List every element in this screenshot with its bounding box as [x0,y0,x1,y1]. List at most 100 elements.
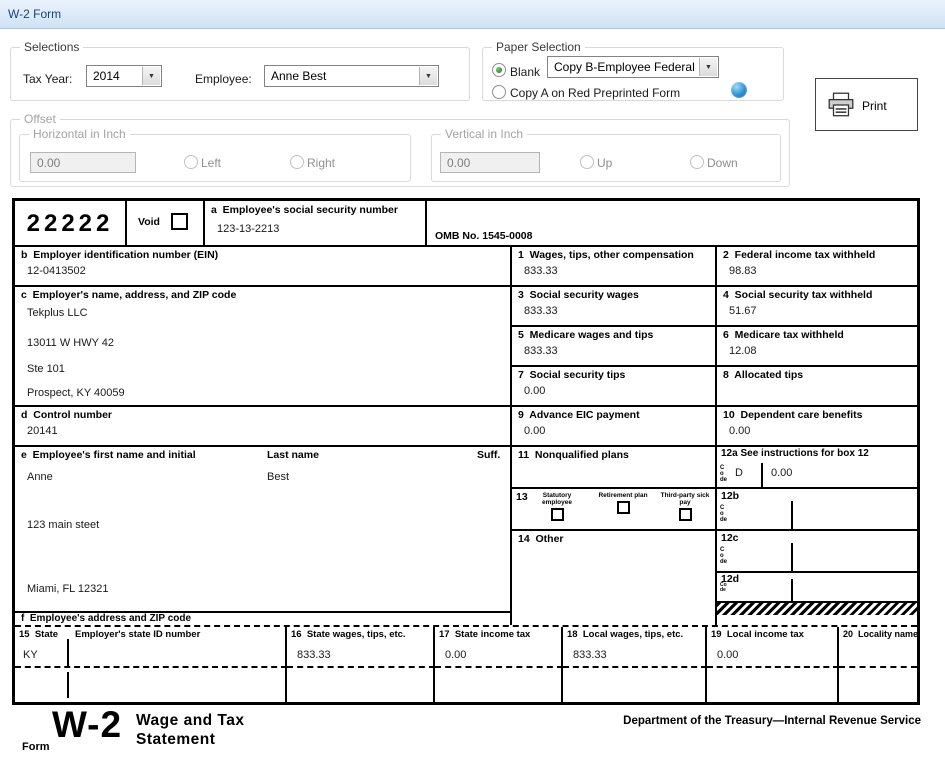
window-title: W-2 Form [8,7,62,21]
offset-group: Offset Horizontal in Inch 0.00 Left Righ… [10,112,790,187]
box-12a-code: D [735,467,743,479]
box-11-cell: 11 Nonqualified plans [512,447,717,489]
left-radio-label[interactable]: Left [201,156,222,170]
ssn-value: 123-13-2213 [217,223,280,235]
box-16-label: 16 State wages, tips, etc. [291,629,406,640]
box-13-cell: 13 Statutory employee Retirement plan Th… [512,489,717,531]
statutory-employee-checkbox [550,508,564,521]
box-14-cell: 14 Other [512,531,717,625]
vertical-offset-input[interactable]: 0.00 [440,152,540,173]
third-party-sick-pay-label: Third-party sick pay [660,492,710,506]
box-12b-label: 12b [721,490,740,502]
box-12a-divider [761,463,763,487]
w2-form: 22222 Void a Employee's social security … [12,198,920,705]
form-code: 22222 [26,210,114,237]
box-10-value: 0.00 [729,425,751,437]
box-7-value: 0.00 [524,385,546,397]
control-number: 20141 [27,425,58,437]
chevron-down-icon[interactable]: ▼ [142,67,160,85]
box-4-cell: 4 Social security tax withheld 51.67 [717,287,917,327]
box-d-cell: d Control number 20141 [15,407,512,447]
box-12a-label: 12a See instructions for box 12 [721,448,869,459]
box-10-label: 10 Dependent care benefits [723,409,863,421]
left-radio[interactable] [184,155,198,169]
up-radio[interactable] [580,155,594,169]
help-globe-icon[interactable] [731,82,747,98]
vertical-offset-legend: Vertical in Inch [441,127,528,141]
box-20-cell: 20 Locality name [839,627,919,668]
down-radio[interactable] [690,155,704,169]
box-b-label: b Employer identification number (EIN) [21,249,219,261]
preprinted-radio-label[interactable]: Copy A on Red Preprinted Form [510,86,681,100]
box-20-label: 20 Locality name [843,629,919,639]
box-3-cell: 3 Social security wages 833.33 [512,287,717,327]
print-button-label: Print [862,99,887,113]
box-4-value: 51.67 [729,305,757,317]
paper-selection-legend: Paper Selection [492,40,585,54]
box-5-label: 5 Medicare wages and tips [518,329,654,341]
right-radio[interactable] [290,155,304,169]
chevron-down-icon[interactable]: ▼ [419,67,437,85]
box-5-value: 833.33 [524,345,558,357]
box-19-label: 19 Local income tax [711,629,804,640]
print-button[interactable]: Print [815,78,918,131]
box-6-value: 12.08 [729,345,757,357]
right-radio-label[interactable]: Right [307,156,336,170]
box-9-value: 0.00 [524,425,546,437]
selections-legend: Selections [20,40,84,54]
blank-radio-label[interactable]: Blank [510,65,541,79]
horizontal-offset-input[interactable]: 0.00 [30,152,136,173]
box-17-value: 0.00 [445,649,467,661]
box-12a-cell: 12a See instructions for box 12 Code D 0… [717,447,917,489]
paper-copy-select[interactable]: Copy B-Employee Federal ▼ [547,56,719,78]
box-b-cell: b Employer identification number (EIN) 1… [15,247,512,287]
title-bar: W-2 Form [0,0,945,29]
box-15-divider [67,639,69,666]
omb-number: OMB No. 1545-0008 [435,230,533,242]
blank-radio[interactable] [492,63,506,77]
box-7-label: 7 Social security tips [518,369,626,381]
box-3-value: 833.33 [524,305,558,317]
state-row2-col19 [707,668,839,702]
box-19-cell: 19 Local income tax 0.00 [707,627,839,668]
box-12d-cell: 12d Code [717,573,917,603]
box-14-label: 14 Other [518,533,564,545]
box-12a-value: 0.00 [771,467,793,479]
tax-year-select[interactable]: 2014 ▼ [86,65,162,87]
code-vertical-label: Code [720,547,728,565]
box-5-cell: 5 Medicare wages and tips 833.33 [512,327,717,367]
box-10-cell: 10 Dependent care benefits 0.00 [717,407,917,447]
tax-year-value: 2014 [93,69,120,83]
preprinted-radio[interactable] [492,85,506,99]
box-15-divider [67,672,69,698]
state-id-label: Employer's state ID number [75,629,201,640]
last-name-label: Last name [267,449,319,461]
third-party-sick-pay-checkbox [678,508,692,521]
box-12d-divider [791,579,793,601]
box-9-label: 9 Advance EIC payment [518,409,640,421]
up-radio-label[interactable]: Up [597,156,613,170]
box-a-cell: a Employee's social security number 123-… [205,201,427,247]
offset-legend: Offset [20,112,60,126]
chevron-down-icon[interactable]: ▼ [699,58,717,76]
box-12d-label: 12d [721,573,740,585]
state-row2-col15 [15,668,287,702]
employee-label: Employee: [195,72,252,86]
box-2-value: 98.83 [729,265,757,277]
box-11-label: 11 Nonqualified plans [518,449,629,461]
box-6-label: 6 Medicare tax withheld [723,329,844,341]
box-19-value: 0.00 [717,649,739,661]
box-6-cell: 6 Medicare tax withheld 12.08 [717,327,917,367]
horizontal-offset-group: Horizontal in Inch 0.00 Left Right [19,127,411,182]
box-7-cell: 7 Social security tips 0.00 [512,367,717,407]
down-radio-label[interactable]: Down [707,156,738,170]
box-15-cell: 15 State Employer's state ID number KY [15,627,287,668]
box-3-label: 3 Social security wages [518,289,639,301]
box-a-label: a Employee's social security number [211,204,398,216]
suff-label: Suff. [477,449,501,461]
box-1-label: 1 Wages, tips, other compensation [518,249,694,261]
employee-select[interactable]: Anne Best ▼ [264,65,439,87]
box-13-label: 13 [516,491,528,503]
box-16-cell: 16 State wages, tips, etc. 833.33 [287,627,435,668]
code-vertical-label: Code [720,582,727,593]
